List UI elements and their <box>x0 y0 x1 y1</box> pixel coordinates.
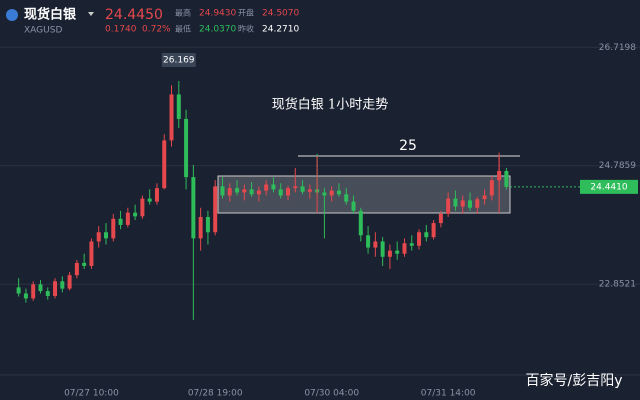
change: 0.1740 <box>105 25 137 35</box>
x-tick-label: 07/30 04:00 <box>304 389 359 399</box>
candle-body <box>162 140 167 189</box>
candle-body <box>256 190 261 195</box>
candle-body <box>154 188 159 202</box>
candle-body <box>300 186 305 192</box>
candle-body <box>373 241 378 248</box>
candle-body <box>264 184 269 191</box>
peak-label-box <box>161 53 196 68</box>
candle-body <box>191 177 196 239</box>
price: 24.4450 <box>105 7 163 23</box>
candle-body <box>460 200 465 207</box>
candle-body <box>402 243 407 254</box>
candle-body <box>104 232 108 239</box>
candle-body <box>198 216 203 239</box>
candle-body <box>67 275 72 289</box>
peak-label: 26.169 <box>163 56 195 66</box>
x-tick-label: 07/27 10:00 <box>64 389 119 399</box>
candle-body <box>504 171 509 187</box>
candle-body <box>395 250 400 254</box>
change-pct: 0.72% <box>142 25 171 35</box>
candle-body <box>489 180 494 196</box>
candle-body <box>249 189 254 195</box>
stat-value: 24.0370 <box>199 25 236 35</box>
x-tick-label: 07/28 19:00 <box>188 389 243 399</box>
y-tick-label: 26.7198 <box>599 43 636 53</box>
candle-body <box>220 186 225 196</box>
candle-body <box>16 287 21 294</box>
candle-body <box>322 192 327 196</box>
candle-body <box>74 262 79 276</box>
candle-body <box>118 218 123 225</box>
candle-body <box>453 198 458 207</box>
candle-body <box>38 284 43 292</box>
symbol-name[interactable]: 现货白银 <box>24 7 77 23</box>
candle-body <box>307 189 312 192</box>
candle-body <box>482 195 487 200</box>
candle-body <box>409 243 414 246</box>
candle-body <box>82 262 87 266</box>
y-tick-label: 22.8521 <box>599 280 636 290</box>
candle-body <box>169 94 174 141</box>
symbol-icon <box>6 9 18 21</box>
candle-body <box>184 118 189 178</box>
candle-body <box>147 198 152 202</box>
x-tick-label: 07/31 14:00 <box>421 389 476 399</box>
candle-body <box>125 212 130 225</box>
stat-value: 24.5070 <box>262 9 299 19</box>
candle-body <box>23 293 28 299</box>
candle-body <box>60 281 65 289</box>
candle-body <box>53 281 58 296</box>
last-price-label: 24.4410 <box>590 182 627 192</box>
last-price-box <box>580 179 638 194</box>
candle-body <box>293 186 298 189</box>
candle-body <box>96 232 101 242</box>
y-tick-label: 24.7859 <box>599 161 636 171</box>
candle-body <box>176 94 181 119</box>
range-box <box>217 175 511 214</box>
candle-body <box>235 188 240 193</box>
candle-body <box>336 190 341 195</box>
candle-body <box>446 198 451 214</box>
annotation-title: 现货白银 1小时走势 <box>272 97 388 113</box>
candle-body <box>89 241 94 266</box>
candle-body <box>140 198 145 217</box>
candle-body <box>344 194 349 202</box>
dropdown-arrow[interactable] <box>88 12 94 16</box>
candle-body <box>475 199 480 208</box>
stat-label: 开盘 <box>238 8 254 18</box>
watermark: 百家号/彭吉阳y <box>525 372 622 389</box>
candle-body <box>438 213 443 224</box>
stat-value: 24.2710 <box>262 25 299 35</box>
candle-body <box>380 241 385 257</box>
symbol-code: XAGUSD <box>24 26 62 36</box>
candle-body <box>387 250 392 257</box>
candle-body <box>329 190 334 196</box>
candle-body <box>31 284 36 299</box>
candle-body <box>133 212 138 217</box>
candle-body <box>417 232 422 246</box>
candle-body <box>227 188 232 196</box>
stat-label: 昨收 <box>238 24 254 34</box>
range-label: 25 <box>399 138 417 154</box>
candle-body <box>286 188 290 196</box>
stat-label: 最低 <box>175 24 191 34</box>
candle-body <box>366 235 371 248</box>
candle-body <box>351 201 356 211</box>
candle-body <box>468 200 472 208</box>
candle-body <box>358 210 363 236</box>
candle-body <box>431 223 436 238</box>
candle-body <box>242 189 247 193</box>
candle-body <box>213 186 218 233</box>
candle-body <box>278 189 283 196</box>
candle-body <box>45 291 50 296</box>
candle-body <box>271 184 276 190</box>
stat-value: 24.9430 <box>199 9 236 19</box>
candle-body <box>205 216 210 233</box>
candle-body <box>111 218 116 239</box>
candle-body <box>424 232 429 238</box>
stat-label: 最高 <box>175 8 191 18</box>
